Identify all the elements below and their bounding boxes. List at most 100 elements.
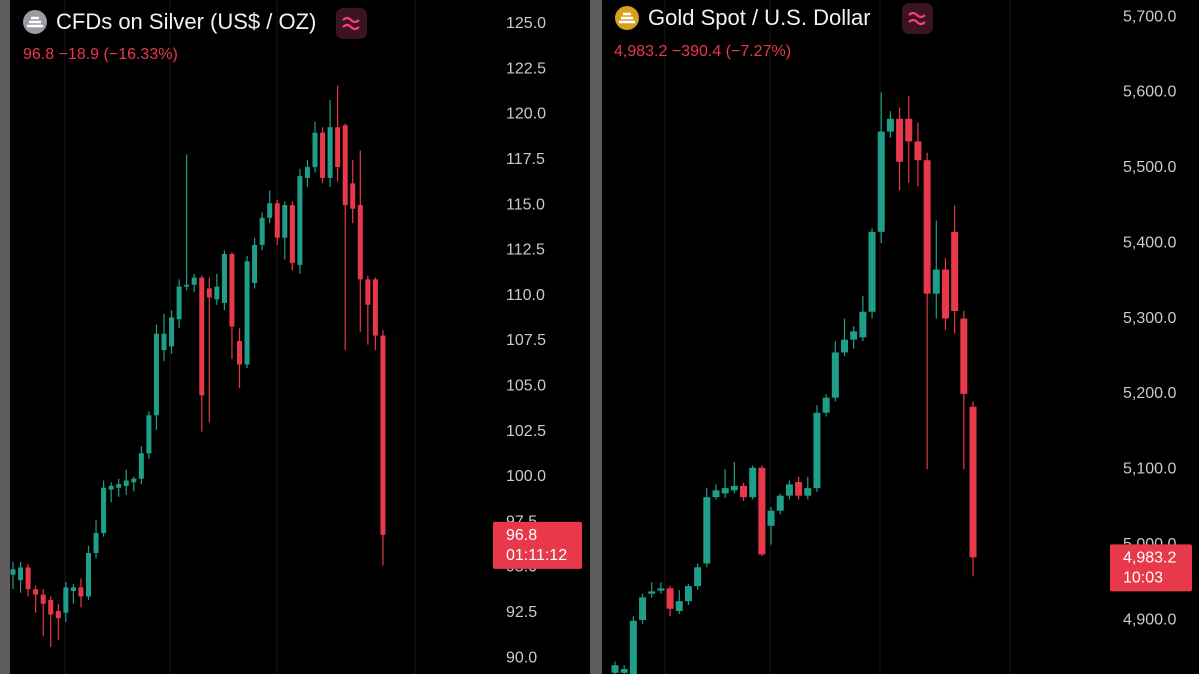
- panel-border: [590, 0, 602, 674]
- y-tick-label: 110.0: [506, 287, 545, 304]
- candle-body: [297, 176, 303, 265]
- candle-body: [932, 269, 940, 294]
- badge: [902, 3, 933, 34]
- candle-body: [304, 167, 310, 178]
- candle-body: [749, 467, 757, 498]
- candle-body: [969, 406, 977, 558]
- candle-body: [101, 487, 107, 534]
- candle-body: [886, 118, 894, 132]
- candle-body: [116, 484, 122, 488]
- y-tick-label: 92.5: [506, 604, 537, 621]
- candle-body: [896, 118, 904, 162]
- candle-body: [923, 160, 931, 294]
- candle-body: [18, 567, 24, 581]
- candle-body: [795, 482, 803, 496]
- candle-body: [169, 317, 175, 347]
- candle-body: [320, 132, 326, 178]
- candle-body: [10, 569, 16, 575]
- candle-body: [868, 231, 876, 312]
- candle-body: [176, 286, 182, 320]
- candle-body: [960, 318, 968, 394]
- candle-body: [684, 586, 692, 602]
- y-tick-label: 5,500.0: [1123, 159, 1176, 176]
- y-tick-label: 112.5: [506, 242, 545, 259]
- candle-body: [357, 205, 363, 280]
- y-tick-label: 5,300.0: [1123, 310, 1176, 327]
- candle-body: [951, 231, 959, 311]
- y-tick-label: 105.0: [506, 378, 546, 395]
- price-tag: [493, 521, 582, 569]
- candle-body: [206, 288, 212, 298]
- price-tag-countdown: 01:11:12: [506, 547, 567, 564]
- candle-body: [63, 587, 69, 613]
- candle-body: [161, 333, 167, 351]
- candle-body: [335, 127, 341, 168]
- candle-body: [639, 597, 647, 621]
- chart-title: Gold Spot / U.S. Dollar: [648, 5, 871, 30]
- candle-body: [244, 261, 250, 365]
- candle-body: [108, 485, 114, 490]
- candle-body: [40, 594, 46, 604]
- badge: [336, 8, 367, 39]
- y-tick-label: 120.0: [506, 106, 546, 123]
- candle-body: [941, 269, 949, 319]
- candle-body: [703, 497, 711, 564]
- y-tick-label: 4,900.0: [1123, 611, 1176, 628]
- candle-body: [25, 567, 31, 590]
- candle-body: [804, 488, 812, 496]
- silver-icon: [23, 10, 47, 34]
- candle-body: [776, 495, 784, 511]
- candle-body: [78, 587, 84, 597]
- candle-body: [282, 205, 288, 238]
- candle-body: [93, 533, 99, 553]
- y-tick-label: 107.5: [506, 332, 546, 349]
- candle-body: [629, 620, 637, 674]
- candle-body: [214, 286, 220, 300]
- candle-body: [237, 340, 242, 365]
- candle-body: [55, 610, 61, 619]
- candle-body: [785, 484, 793, 496]
- candle-body: [48, 600, 54, 615]
- candle-body: [813, 412, 821, 489]
- candle-body: [33, 589, 39, 595]
- chart-subtitle: 4,983.2 −390.4 (−7.27%): [614, 43, 791, 60]
- y-tick-label: 5,100.0: [1123, 461, 1176, 478]
- candle-body: [365, 279, 371, 305]
- candle-body: [86, 552, 91, 597]
- candle-body: [184, 284, 190, 287]
- candle-body: [289, 205, 295, 264]
- candle-body: [914, 141, 922, 161]
- candle-body: [123, 480, 129, 486]
- candle-body: [712, 490, 720, 498]
- chart-title: CFDs on Silver (US$ / OZ): [56, 9, 316, 34]
- candle-body: [327, 127, 333, 178]
- candle-body: [721, 488, 729, 494]
- candle-body: [342, 125, 348, 206]
- candle-body: [620, 669, 628, 673]
- candle-body: [221, 254, 227, 303]
- candle-body: [611, 665, 619, 673]
- candle-body: [740, 485, 748, 498]
- price-tag-countdown: 10:03: [1123, 570, 1163, 587]
- y-tick-label: 100.0: [506, 468, 546, 485]
- candle-body: [841, 339, 848, 353]
- candle-body: [252, 244, 258, 284]
- candle-body: [905, 118, 913, 142]
- panel-border: [0, 0, 10, 674]
- candle-body: [730, 485, 738, 491]
- y-tick-label: 5,700.0: [1123, 8, 1176, 25]
- candle-body: [877, 131, 885, 232]
- chart-subtitle: 96.8 −18.9 (−16.33%): [23, 46, 178, 63]
- y-tick-label: 102.5: [506, 423, 546, 440]
- candle-body: [372, 279, 378, 336]
- candle-body: [831, 352, 839, 398]
- gold-icon: [615, 6, 639, 30]
- candle-body: [850, 331, 858, 340]
- price-tag-label: 96.8: [506, 527, 537, 544]
- candle-body: [274, 203, 280, 238]
- candle-body: [259, 217, 265, 245]
- candle-body: [350, 183, 356, 209]
- candle-body: [229, 254, 235, 327]
- candle-body: [131, 478, 137, 483]
